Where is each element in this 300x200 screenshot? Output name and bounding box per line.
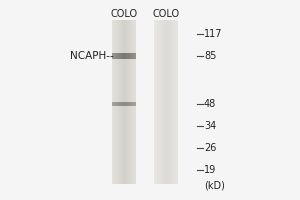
Text: 117: 117 xyxy=(204,29,223,39)
Text: COLO: COLO xyxy=(153,9,180,19)
Text: 26: 26 xyxy=(204,143,216,153)
Text: 34: 34 xyxy=(204,121,216,131)
Text: COLO: COLO xyxy=(111,9,138,19)
Text: 48: 48 xyxy=(204,99,216,109)
Text: NCAPH--: NCAPH-- xyxy=(70,51,114,61)
Text: 85: 85 xyxy=(204,51,216,61)
Text: 19: 19 xyxy=(204,165,216,175)
Text: (kD): (kD) xyxy=(204,181,225,191)
